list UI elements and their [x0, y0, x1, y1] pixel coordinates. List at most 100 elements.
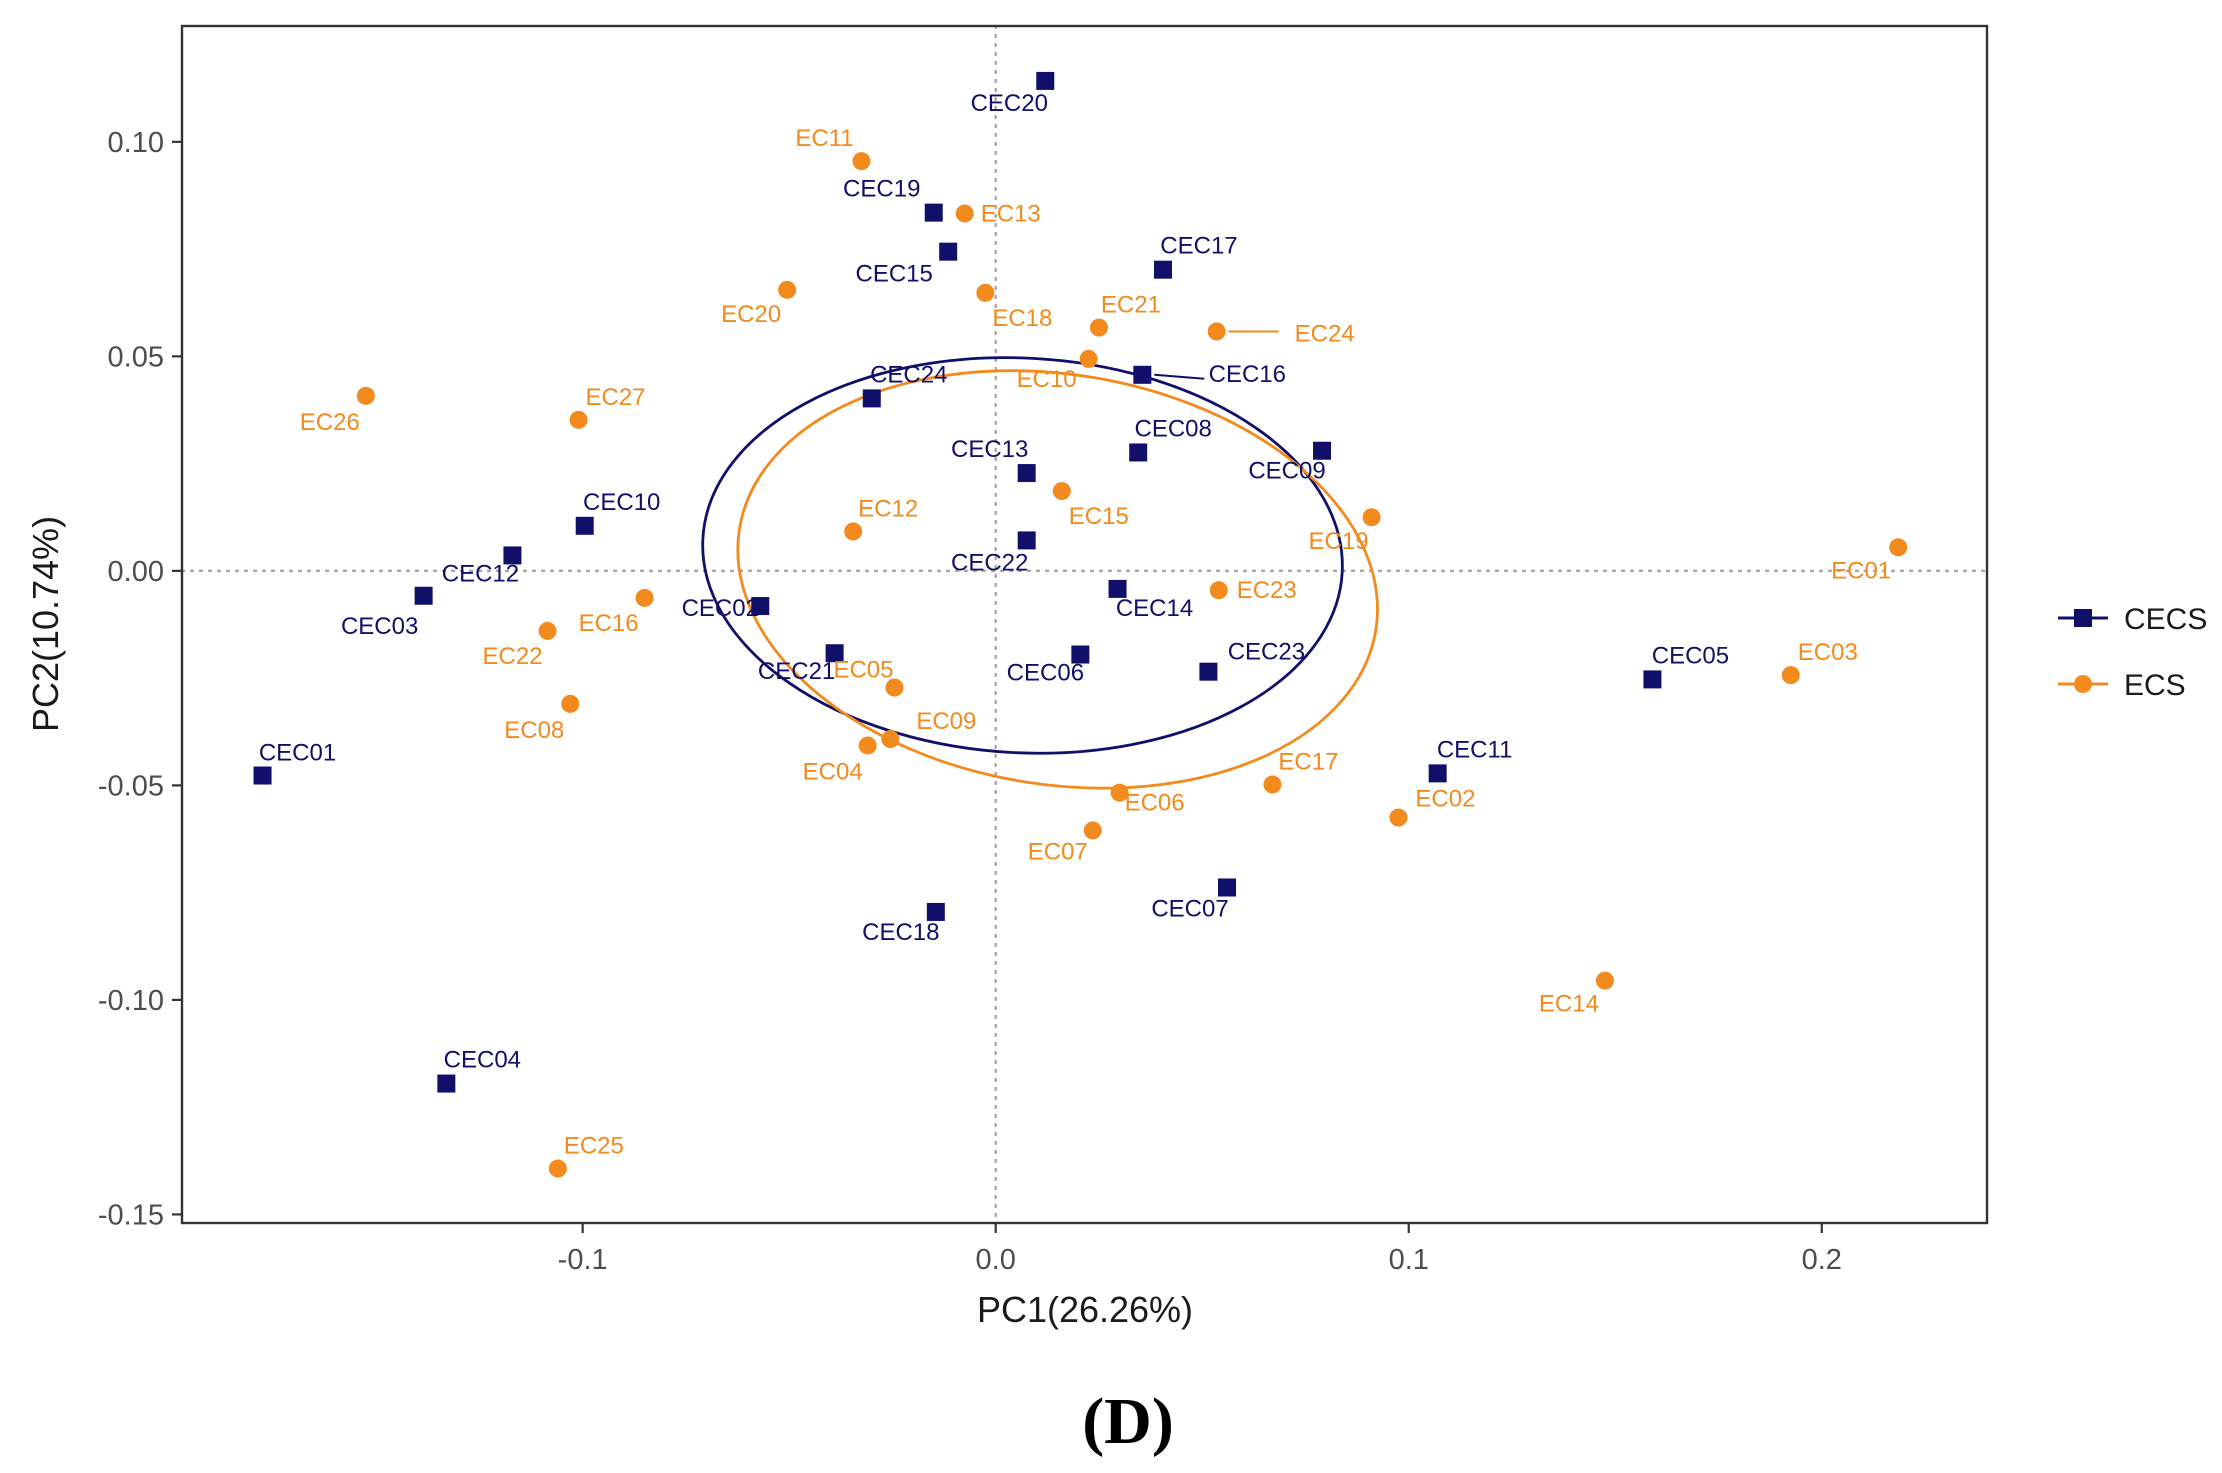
point-label-cec06: CEC06 [1007, 660, 1084, 687]
point-label-cec08: CEC08 [1135, 415, 1212, 442]
point-marker-cec09 [1313, 441, 1331, 460]
point-label-cec10: CEC10 [583, 489, 660, 516]
point-label-cec12: CEC12 [442, 560, 519, 587]
y-axis-ticks: 0.10 0.05 0.00 -0.05 -0.10 -0.15 [98, 127, 182, 1231]
y-tick-label: -0.15 [98, 1199, 164, 1231]
x-tick-label: 0.1 [1389, 1244, 1429, 1276]
confidence-ellipses [701, 356, 1379, 790]
point-marker-cec18 [926, 902, 945, 921]
point-marker-ec16 [635, 588, 654, 607]
point-marker-ec04 [858, 736, 877, 755]
x-axis-title: PC1(26.26%) [977, 1289, 1193, 1330]
point-label-ec22: EC22 [483, 643, 543, 670]
point-label-ec21: EC21 [1101, 292, 1161, 319]
point-marker-ec21 [1089, 318, 1108, 337]
point-marker-ec23 [1209, 581, 1228, 600]
point-marker-ec06 [1110, 783, 1129, 802]
point-marker-ec07 [1083, 821, 1102, 840]
y-tick-label: -0.05 [98, 770, 164, 802]
point-marker-cec16 [1133, 365, 1152, 384]
cecs-ellipse [701, 356, 1344, 755]
point-label-cec21: CEC21 [758, 658, 835, 685]
x-tick-label: 0.0 [976, 1244, 1016, 1276]
point-label-cec15: CEC15 [856, 261, 933, 288]
point-label-ec06: EC06 [1125, 790, 1185, 817]
point-marker-cec19 [924, 203, 943, 222]
point-label-cec19: CEC19 [843, 176, 920, 203]
point-label-cec14: CEC14 [1116, 595, 1193, 622]
point-label-ec15: EC15 [1069, 503, 1129, 530]
point-labels: CEC01 CEC02 CEC03 CEC04 CEC05 CEC06 CEC07 CEC08… [259, 90, 1891, 1160]
point-marker-cec24 [862, 389, 881, 408]
point-label-ec27: EC27 [585, 384, 645, 411]
point-marker-ec11 [852, 152, 871, 171]
point-marker-cec14 [1108, 579, 1127, 598]
point-marker-cec02 [751, 597, 770, 616]
point-label-cec01: CEC01 [259, 740, 336, 767]
point-marker-cec10 [575, 516, 594, 535]
legend-marker-ecs [2074, 675, 2092, 693]
point-label-ec23: EC23 [1237, 577, 1297, 604]
point-label-cec20: CEC20 [971, 90, 1048, 117]
point-marker-cec12 [503, 546, 522, 565]
point-label-cec22: CEC22 [951, 549, 1028, 576]
point-label-ec20: EC20 [721, 301, 781, 328]
point-label-ec11: EC11 [795, 125, 853, 152]
point-label-ec05: EC05 [833, 657, 893, 684]
leader-line-cec16 [1154, 373, 1205, 380]
point-label-cec24: CEC24 [870, 361, 947, 388]
point-marker-ec19 [1362, 508, 1381, 527]
ecs-ellipse [736, 369, 1379, 790]
point-marker-cec13 [1017, 464, 1036, 483]
point-marker-cec21 [825, 644, 844, 663]
label-leader-lines [1154, 330, 1279, 380]
point-marker-ec03 [1781, 666, 1800, 685]
legend-label-ecs: ECS [2124, 669, 2186, 702]
point-marker-ec02 [1389, 808, 1408, 827]
point-marker-cec15 [939, 242, 958, 261]
point-marker-ec24 [1207, 322, 1226, 341]
reference-lines [180, 24, 1989, 1225]
point-marker-ec17 [1263, 775, 1282, 794]
point-marker-cec07 [1218, 878, 1236, 897]
point-label-ec19: EC19 [1309, 528, 1369, 555]
point-marker-ec10 [1079, 349, 1098, 368]
point-label-ec16: EC16 [579, 610, 639, 637]
legend: CECS ECS [2058, 603, 2207, 702]
point-label-ec24: EC24 [1295, 320, 1355, 347]
point-label-ec03: EC03 [1798, 639, 1858, 666]
point-marker-ec09 [881, 730, 900, 749]
point-label-ec09: EC09 [916, 708, 976, 735]
point-marker-ec22 [538, 621, 557, 640]
x-tick-label: -0.1 [558, 1244, 608, 1276]
panel-label: (D) [1082, 1385, 1174, 1458]
point-label-ec12: EC12 [858, 495, 918, 522]
point-label-ec04: EC04 [803, 758, 863, 785]
point-marker-cec05 [1643, 670, 1662, 689]
point-marker-ec05 [885, 678, 904, 697]
point-label-ec26: EC26 [300, 409, 360, 436]
point-label-ec10: EC10 [1017, 366, 1077, 393]
plot-panel-border [180, 24, 1989, 1225]
point-label-cec13: CEC13 [951, 436, 1028, 463]
point-label-ec07: EC07 [1028, 838, 1088, 865]
point-label-cec07: CEC07 [1151, 895, 1228, 922]
point-marker-cec11 [1428, 764, 1447, 783]
point-marker-cec03 [414, 586, 433, 605]
point-marker-ec27 [569, 410, 588, 429]
point-marker-ec13 [955, 204, 974, 223]
point-marker-ec20 [778, 280, 797, 299]
legend-marker-cecs [2074, 609, 2092, 627]
point-marker-ec25 [548, 1159, 567, 1178]
point-marker-cec04 [437, 1074, 456, 1093]
point-label-cec04: CEC04 [444, 1047, 521, 1074]
point-label-ec17: EC17 [1278, 749, 1338, 776]
point-marker-cec06 [1071, 645, 1090, 664]
point-label-cec11: CEC11 [1437, 736, 1513, 763]
point-label-cec05: CEC05 [1652, 642, 1729, 669]
point-marker-ec15 [1052, 482, 1071, 501]
point-marker-ec26 [356, 386, 375, 405]
point-label-cec03: CEC03 [341, 613, 418, 640]
point-label-ec02: EC02 [1415, 786, 1475, 813]
